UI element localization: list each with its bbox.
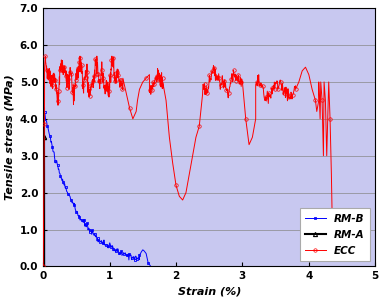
ECC — [76, 76, 80, 80]
RM-B — [104, 244, 108, 247]
Y-axis label: Tensile stress (MPa): Tensile stress (MPa) — [4, 74, 14, 200]
RM-A — [42, 135, 46, 139]
X-axis label: Strain (%): Strain (%) — [178, 287, 241, 297]
Line: ECC: ECC — [41, 54, 334, 268]
ECC — [41, 265, 46, 268]
ECC — [323, 99, 328, 102]
ECC — [164, 99, 169, 102]
RM-A — [41, 228, 46, 231]
RM-B — [82, 218, 87, 222]
RM-A — [42, 265, 46, 268]
RM-A — [41, 117, 46, 121]
RM-B — [52, 156, 57, 160]
RM-A — [41, 135, 46, 139]
ECC — [331, 246, 335, 250]
RM-A — [41, 265, 46, 268]
RM-B — [149, 265, 153, 268]
RM-B — [41, 265, 46, 268]
ECC — [106, 91, 110, 94]
RM-B — [42, 106, 47, 110]
ECC — [66, 81, 70, 85]
Line: RM-A: RM-A — [41, 109, 46, 268]
RM-B — [81, 219, 85, 222]
RM-B — [91, 232, 96, 235]
Legend: RM-B, RM-A, ECC: RM-B, RM-A, ECC — [300, 208, 370, 261]
RM-B — [98, 240, 103, 244]
RM-A — [42, 110, 46, 113]
ECC — [43, 54, 48, 58]
Line: RM-B: RM-B — [42, 106, 152, 268]
RM-A — [41, 172, 46, 176]
ECC — [86, 83, 91, 87]
RM-A — [42, 191, 46, 194]
